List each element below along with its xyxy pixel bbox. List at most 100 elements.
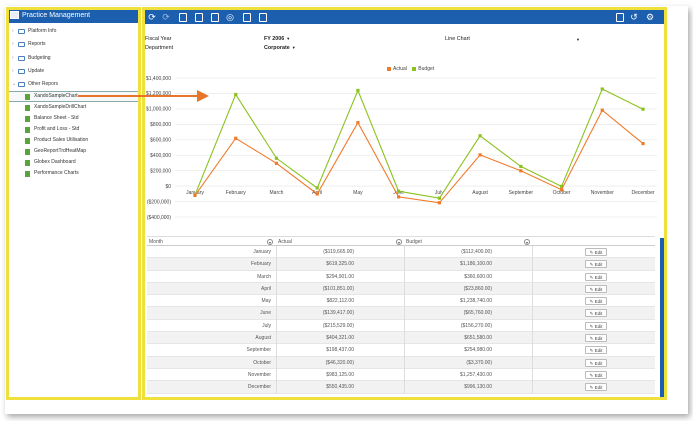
highlight-frame-left [6, 7, 141, 400]
download-icon[interactable] [616, 12, 624, 22]
folder-label: Other Repors [28, 81, 59, 88]
edit-label: Edit [594, 336, 603, 342]
x-tick-label: July [435, 190, 444, 196]
report-icon[interactable] [195, 12, 203, 22]
folder-platform-info[interactable]: › Platform Info [8, 25, 140, 38]
data-point-budget[interactable] [356, 88, 360, 93]
data-point-budget[interactable] [641, 107, 645, 111]
data-point-actual[interactable] [274, 161, 279, 165]
redo-icon[interactable]: ⟳ [162, 12, 170, 22]
document-icon[interactable] [259, 12, 267, 22]
cell-month: October [253, 359, 271, 366]
data-point-actual[interactable] [315, 192, 319, 196]
data-point-budget[interactable] [274, 156, 279, 160]
y-tick-label: $1,000,000 [146, 107, 171, 113]
data-point-actual[interactable] [193, 193, 197, 197]
folder-label: Budgeting [28, 54, 51, 61]
edit-button[interactable]: ✎ Edit [585, 346, 607, 355]
cell-month: December [247, 384, 271, 391]
refresh-icon[interactable]: ⟳ [148, 12, 156, 22]
collapse-icon[interactable]: ⌄ [12, 81, 17, 88]
folder-label: Reports [28, 41, 46, 48]
edit-button[interactable]: ✎ Edit [585, 334, 607, 343]
expand-icon[interactable]: › [12, 54, 14, 61]
report-item[interactable]: Globex Dashboard [8, 157, 140, 168]
cell-month: July [262, 322, 271, 329]
report-label: GeoReportTrdHeatMap [34, 148, 87, 155]
cell-actual: ($119,665.00) [276, 246, 404, 259]
column-header-budget[interactable]: Budget [406, 239, 422, 245]
edit-button[interactable]: ✎ Edit [585, 370, 607, 379]
folder-reports[interactable]: › Reports [8, 38, 140, 51]
filter-icon[interactable]: ▾ [524, 239, 530, 245]
edit-button[interactable]: ✎ Edit [585, 383, 607, 392]
y-tick-label: $400,000 [150, 153, 171, 159]
fiscal-year-select[interactable]: FY 2006 ▼ [264, 36, 290, 42]
edit-button[interactable]: ✎ Edit [585, 248, 607, 256]
data-point-budget[interactable] [600, 87, 604, 91]
folder-icon [18, 42, 25, 48]
data-point-budget[interactable] [437, 196, 441, 200]
edit-button[interactable]: ✎ Edit [585, 358, 607, 367]
report-item[interactable]: Balance Sheet - Std [8, 113, 140, 124]
cell-budget: $1,186,100.00 [404, 258, 532, 271]
data-point-budget[interactable] [234, 92, 238, 97]
report-icon[interactable] [211, 12, 219, 22]
report-item[interactable]: Performance Charts [8, 168, 140, 179]
data-point-actual[interactable] [519, 169, 523, 173]
report-item[interactable]: Product Sales Utilisation [8, 135, 140, 146]
report-item[interactable]: XandoSampleDrillChart [8, 102, 140, 113]
edit-button[interactable]: ✎ Edit [585, 272, 607, 281]
cell-edit: ✎ Edit [532, 258, 655, 271]
data-point-budget[interactable] [559, 184, 564, 188]
data-point-actual[interactable] [234, 136, 238, 140]
data-point-actual[interactable] [397, 195, 401, 199]
folder-budgeting[interactable]: › Budgeting [8, 52, 140, 65]
edit-button[interactable]: ✎ Edit [585, 260, 607, 269]
report-item-xandosamplechart[interactable]: XandoSampleChart [8, 91, 140, 103]
target-icon[interactable]: ◎ [226, 12, 234, 22]
expand-icon[interactable]: › [12, 28, 14, 34]
data-point-actual[interactable] [600, 108, 604, 112]
edit-button[interactable]: ✎ Edit [585, 284, 607, 293]
table-row: February $619,325.00 $1,186,100.00 ✎ Edit [147, 258, 655, 271]
data-point-actual[interactable] [356, 121, 360, 125]
legend-label-budget: Budget [418, 66, 435, 72]
report-toolbar: ⟳ ⟳ ◎ ↺ ⚙ [145, 10, 664, 24]
history-icon[interactable]: ↺ [630, 12, 638, 22]
data-point-actual[interactable] [641, 142, 645, 146]
column-header-actual[interactable]: Actual [278, 239, 292, 245]
expand-icon[interactable]: › [12, 67, 14, 74]
column-header-month[interactable]: Month [149, 239, 163, 245]
data-point-budget[interactable] [315, 186, 319, 190]
copy-icon[interactable] [243, 12, 251, 22]
report-item[interactable]: Profit and Loss - Std [8, 124, 140, 135]
data-point-actual[interactable] [437, 201, 441, 205]
data-point-budget[interactable] [397, 189, 401, 193]
data-point-actual[interactable] [478, 153, 482, 157]
folder-open-icon [18, 82, 25, 88]
chart-type-select[interactable]: Line Chart ▼ [445, 36, 580, 42]
filter-icon[interactable]: ▾ [396, 239, 402, 245]
expand-icon[interactable]: › [12, 41, 14, 48]
grid-scrollbar[interactable] [660, 238, 664, 397]
edit-button[interactable]: ✎ Edit [585, 297, 607, 306]
report-item[interactable]: GeoReportTrdHeatMap [8, 146, 140, 157]
edit-button[interactable]: ✎ Edit [585, 321, 607, 330]
gear-icon[interactable]: ⚙ [645, 12, 655, 22]
x-tick-label: February [226, 190, 247, 196]
x-tick-label: May [353, 190, 363, 196]
folder-other-reports[interactable]: ⌄ Other Repors [8, 78, 140, 91]
department-value: Corporate [264, 45, 290, 51]
filter-icon[interactable]: ▾ [267, 239, 273, 245]
app-icon [10, 11, 19, 19]
edit-label: Edit [594, 385, 603, 391]
folder-update[interactable]: › Update [8, 65, 140, 78]
data-point-budget[interactable] [478, 134, 482, 138]
data-point-actual[interactable] [559, 188, 564, 192]
department-select[interactable]: Corporate ▼ [264, 45, 296, 51]
edit-button[interactable]: ✎ Edit [585, 309, 607, 318]
report-icon[interactable] [179, 12, 187, 22]
callout-arrow-head [197, 90, 209, 102]
data-point-budget[interactable] [519, 164, 523, 169]
